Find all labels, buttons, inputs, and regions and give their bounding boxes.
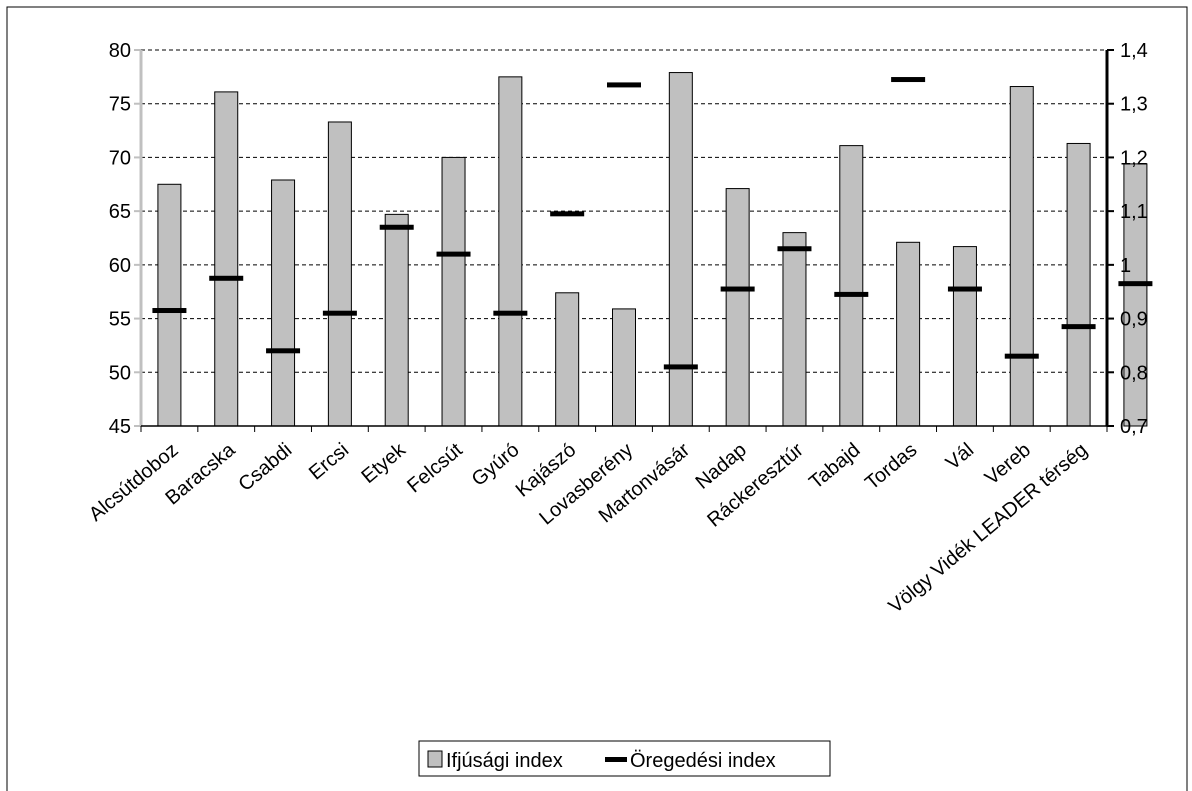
- y-right-tick-label: 0,7: [1120, 416, 1148, 438]
- legend-label-marker: Öregedési index: [630, 750, 776, 772]
- bar-ifjusagi-7: [555, 292, 580, 427]
- bar-ifjusagi-1: [214, 91, 239, 427]
- chart-border: [6, 6, 1188, 791]
- marker-oregedesi-17: [1118, 281, 1153, 287]
- marker-oregedesi-0: [152, 308, 187, 314]
- x-category-label: Ercsi: [305, 439, 353, 484]
- x-category-label: Tabajd: [805, 439, 864, 494]
- bar-ifjusagi-6: [498, 76, 523, 427]
- legend: Ifjúsági index Öregedési index: [418, 740, 831, 777]
- axes: [134, 49, 1114, 432]
- y-left-tick-label: 55: [109, 309, 131, 331]
- marker-oregedesi-2: [266, 348, 301, 354]
- bar-ifjusagi-10: [725, 188, 750, 427]
- bar-ifjusagi-13: [896, 241, 921, 427]
- x-category-label: Csabdi: [234, 439, 296, 496]
- bar-ifjusagi-17: [1123, 163, 1148, 427]
- marker-oregedesi-7: [550, 211, 585, 217]
- y-left-tick-label: 65: [109, 201, 131, 223]
- marker-oregedesi-1: [209, 275, 244, 281]
- marker-oregedesi-14: [947, 286, 982, 292]
- y-right-tick-label: 1: [1120, 255, 1131, 277]
- bar-ifjusagi-12: [839, 145, 864, 427]
- legend-label-bar: Ifjúsági index: [446, 750, 563, 772]
- marker-oregedesi-13: [891, 77, 926, 83]
- bar-ifjusagi-8: [612, 308, 636, 427]
- bar-ifjusagi-11: [782, 232, 807, 427]
- bar-ifjusagi-15: [1009, 86, 1034, 427]
- bar-ifjusagi-9: [668, 72, 693, 427]
- legend-swatch-marker: [605, 757, 627, 762]
- marker-oregedesi-12: [834, 291, 869, 297]
- y-left-tick-label: 75: [109, 94, 131, 116]
- y-right-tick-label: 1,4: [1120, 40, 1148, 62]
- marker-oregedesi-6: [493, 310, 528, 316]
- bar-series: [157, 72, 1148, 427]
- bar-ifjusagi-0: [157, 183, 182, 427]
- bar-ifjusagi-4: [384, 213, 409, 427]
- y-right-tick-label: 0,9: [1120, 309, 1148, 331]
- marker-oregedesi-3: [322, 310, 357, 316]
- bar-ifjusagi-16: [1066, 142, 1091, 427]
- x-category-label: Felcsút: [403, 439, 467, 498]
- x-category-label: Vál: [942, 439, 978, 474]
- marker-oregedesi-10: [720, 286, 755, 292]
- marker-series: [152, 77, 1153, 370]
- y-right-tick-label: 1,2: [1120, 147, 1148, 169]
- marker-oregedesi-9: [663, 364, 698, 370]
- bar-ifjusagi-3: [327, 121, 352, 427]
- y-left-tick-label: 70: [109, 147, 131, 169]
- y-right-tick-label: 1,1: [1120, 201, 1148, 223]
- marker-oregedesi-15: [1004, 353, 1039, 359]
- marker-oregedesi-8: [607, 82, 641, 88]
- y-left-tick-label: 50: [109, 362, 131, 384]
- x-category-label: Tordas: [861, 439, 921, 494]
- y-left-tick-label: 45: [109, 416, 131, 438]
- marker-oregedesi-11: [777, 246, 812, 252]
- marker-oregedesi-16: [1061, 324, 1096, 330]
- marker-oregedesi-5: [436, 251, 471, 257]
- y-left-tick-label: 60: [109, 255, 131, 277]
- bar-ifjusagi-2: [271, 179, 296, 427]
- x-category-label: Alcsútdoboz: [85, 439, 183, 526]
- bar-ifjusagi-14: [952, 246, 977, 427]
- bar-ifjusagi-5: [441, 156, 466, 427]
- marker-oregedesi-4: [379, 224, 414, 230]
- y-left-tick-label: 80: [109, 40, 131, 62]
- y-right-tick-label: 0,8: [1120, 362, 1148, 384]
- legend-swatch-bar: [427, 750, 443, 768]
- y-right-tick-label: 1,3: [1120, 94, 1148, 116]
